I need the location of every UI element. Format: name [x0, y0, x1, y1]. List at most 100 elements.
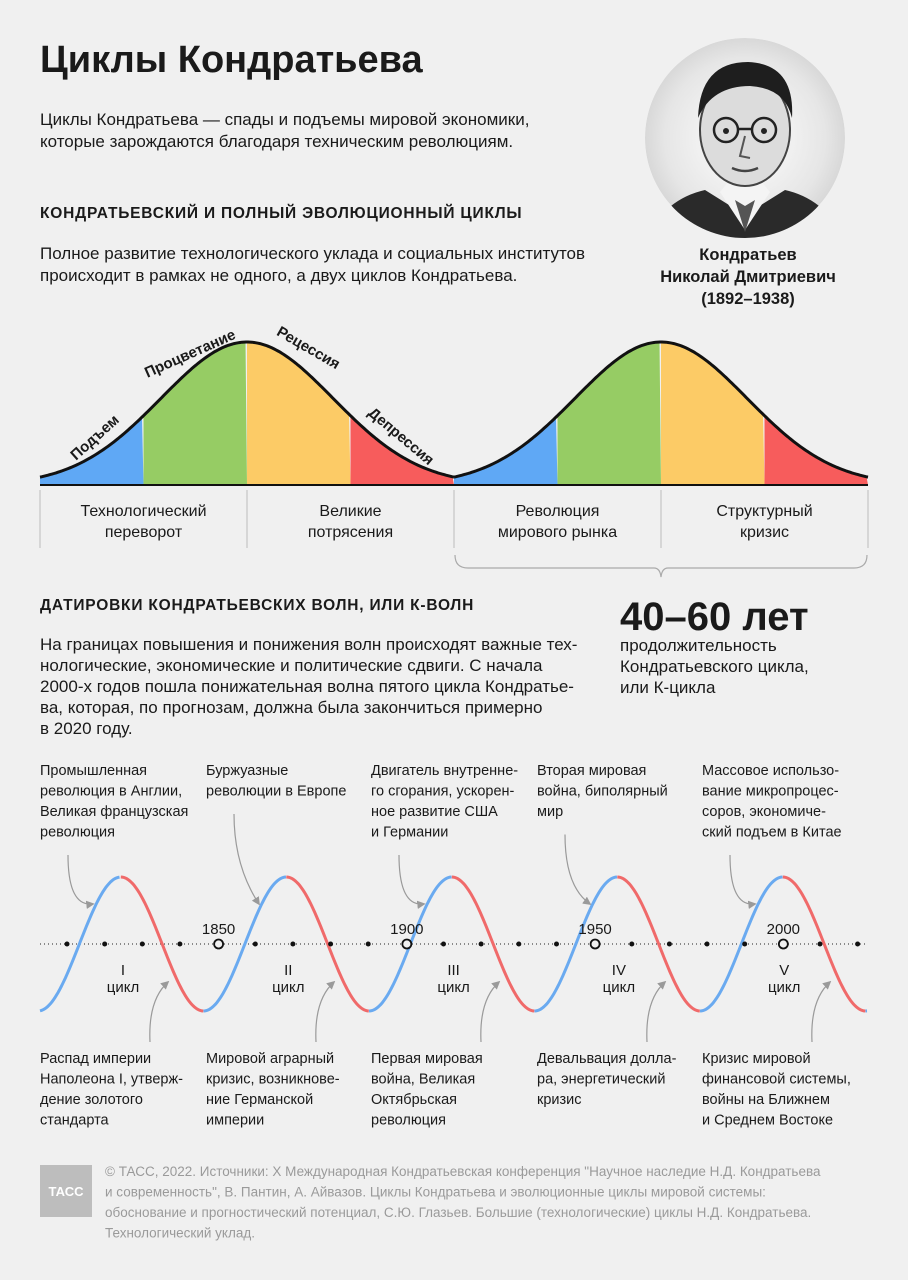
event-bottom: Мировой аграрный [206, 1051, 334, 1067]
intro-line: которые зарождаются благодаря технически… [40, 132, 513, 151]
event-top: революция [40, 825, 115, 841]
cycle-number: I [121, 962, 125, 979]
year-label: 1950 [578, 921, 611, 938]
event-bottom: и Среднем Востоке [702, 1113, 833, 1129]
decade-dot [817, 941, 823, 947]
section-heading: ДАТИРОВКИ КОНДРАТЬЕВСКИХ ВОЛН, ИЛИ К-ВОЛ… [40, 597, 474, 614]
stage-label: потрясения [308, 524, 393, 541]
decade-dot [177, 941, 183, 947]
wave-rise [39, 875, 120, 1013]
decade-dot [742, 941, 748, 947]
year-marker [213, 938, 225, 950]
section-text: происходит в рамках не одного, а двух ци… [40, 266, 517, 285]
cycle-number: II [284, 962, 292, 979]
portrait-caption: Кондратьев [699, 246, 796, 264]
event-bottom: ние Германской [206, 1092, 313, 1108]
phase-area [454, 417, 558, 485]
phase-area [247, 342, 351, 485]
year-marker [777, 938, 789, 950]
event-bottom: Распад империи [40, 1051, 151, 1067]
cycle-word: цикл [272, 979, 304, 996]
section-text: На границах повышения и понижения волн п… [40, 635, 577, 654]
stage-label: переворот [105, 524, 183, 541]
decade-dot [516, 941, 522, 947]
cycle-curve [453, 340, 869, 479]
event-bottom: дение золотого [40, 1092, 143, 1108]
decade-dot [139, 941, 145, 947]
section-text: ва, которая, по прогнозам, должна была з… [40, 698, 542, 717]
cycle-word: цикл [603, 979, 635, 996]
decade-dot [478, 941, 484, 947]
event-arrow [398, 854, 426, 909]
event-bottom: война, Великая [371, 1072, 475, 1088]
section-heading: КОНДРАТЬЕВСКИЙ И ПОЛНЫЙ ЭВОЛЮЦИОННЫЙ ЦИК… [40, 204, 522, 222]
event-arrow [480, 980, 501, 1043]
phase-area [557, 342, 661, 485]
event-top: Вторая мировая [537, 763, 646, 779]
cycle-number: IV [612, 962, 626, 979]
source-line: и современность", В. Пантин, А. Айвазов.… [105, 1185, 766, 1200]
stage-label: Структурный [716, 503, 812, 520]
event-top: Массовое использо- [702, 763, 839, 779]
stage-label: кризис [740, 524, 789, 541]
section-text: Полное развитие технологического уклада … [40, 244, 585, 263]
event-bottom: ра, энергетический [537, 1072, 665, 1088]
phase-area [40, 417, 144, 485]
stat-description: продолжительность [620, 636, 777, 655]
source-line: © ТАСС, 2022. Источники: X Международная… [105, 1164, 821, 1179]
stage-label: Революция [516, 503, 600, 520]
decade-dot [629, 941, 635, 947]
wave-rise [699, 875, 783, 1013]
section-text: в 2020 году. [40, 719, 133, 738]
year-marker [401, 938, 413, 950]
stage-label: мирового рынка [498, 524, 617, 541]
decade-dot [666, 941, 672, 947]
event-top: Двигатель внутренне- [371, 763, 518, 779]
event-top: революции в Европе [206, 784, 346, 800]
event-top: мир [537, 804, 563, 820]
decade-dot [252, 941, 258, 947]
event-arrow [149, 980, 170, 1043]
logo-box [40, 1165, 92, 1217]
event-bottom: Первая мировая [371, 1051, 483, 1067]
wave-rise [534, 875, 618, 1013]
stage-label: Великие [319, 503, 381, 520]
event-bottom: стандарта [40, 1113, 110, 1129]
event-top: Великая французская [40, 804, 188, 820]
event-arrow [811, 980, 832, 1043]
event-top: Буржуазные [206, 763, 288, 779]
event-top: соров, экономиче- [702, 804, 826, 820]
cycle-word: цикл [107, 979, 139, 996]
event-arrow [729, 854, 757, 909]
event-top: го сгорания, ускорен- [371, 784, 515, 800]
year-label: 1850 [202, 921, 235, 938]
brace [454, 554, 868, 578]
cycle-word: цикл [768, 979, 800, 996]
stat-description: или К-цикла [620, 678, 716, 697]
phase-area [143, 342, 247, 485]
stage-label: Технологический [80, 503, 206, 520]
intro-line: Циклы Кондратьева — спады и подъемы миро… [40, 110, 529, 129]
event-bottom: Наполеона I, утверж- [40, 1072, 183, 1088]
decade-dot [102, 941, 108, 947]
stat-value: 40–60 лет [620, 595, 809, 639]
event-bottom: революция [371, 1113, 446, 1129]
event-bottom: финансовой системы, [702, 1072, 851, 1088]
event-bottom: Девальвация долла- [537, 1051, 677, 1067]
wave-fall [782, 875, 866, 1013]
decade-dot [328, 941, 334, 947]
wave-fall [617, 875, 700, 1013]
event-arrow [564, 834, 592, 905]
cycle-number: V [779, 962, 789, 979]
year-marker [589, 938, 601, 950]
year-label: 1900 [390, 921, 423, 938]
event-bottom: кризис [537, 1092, 582, 1108]
wave-fall [286, 875, 369, 1013]
decade-dot [441, 941, 446, 947]
event-top: Промышленная [40, 763, 147, 779]
event-top: революция в Англии, [40, 784, 182, 800]
event-arrow [315, 980, 336, 1043]
content: Циклы Кондратьева Циклы Кондратьева — спа… [39, 39, 869, 1241]
wave-rise [203, 875, 287, 1013]
